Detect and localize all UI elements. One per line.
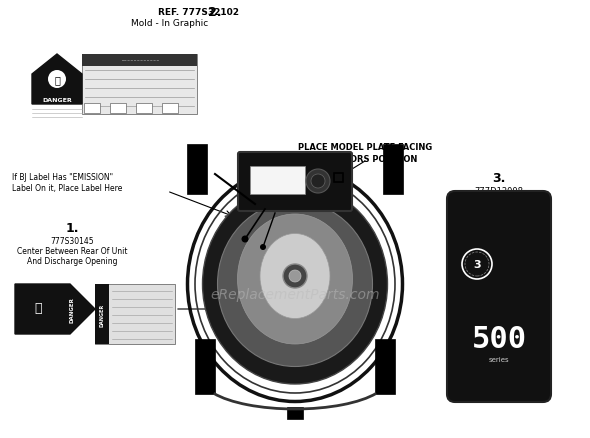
- Bar: [162, 104, 178, 114]
- Circle shape: [283, 265, 307, 288]
- Bar: [95, 284, 175, 344]
- Circle shape: [241, 236, 248, 243]
- Bar: [84, 104, 100, 114]
- Ellipse shape: [260, 234, 330, 319]
- Text: ─ ─ ─ ─ ─ ─ ─ ─ ─ ─ ─ ─: ─ ─ ─ ─ ─ ─ ─ ─ ─ ─ ─ ─: [120, 59, 159, 63]
- Text: DANGER: DANGER: [70, 297, 74, 322]
- Ellipse shape: [238, 215, 352, 344]
- Circle shape: [306, 170, 330, 194]
- Text: 🔥: 🔥: [54, 75, 60, 85]
- Text: 1.: 1.: [65, 221, 78, 234]
- Text: 2.: 2.: [208, 6, 221, 18]
- Text: DANGER: DANGER: [100, 303, 104, 326]
- Text: 3: 3: [473, 259, 481, 269]
- Text: 777S30145: 777S30145: [50, 236, 94, 245]
- Text: ✋: ✋: [34, 302, 42, 315]
- Polygon shape: [32, 55, 82, 105]
- Text: OPERATORS POSITION: OPERATORS POSITION: [313, 154, 417, 163]
- Text: DANGER: DANGER: [42, 97, 72, 102]
- Text: If BJ Label Has "EMISSION": If BJ Label Has "EMISSION": [12, 173, 113, 182]
- Text: 3.: 3.: [492, 171, 506, 184]
- Text: 777D12008: 777D12008: [474, 186, 523, 195]
- Bar: [82, 55, 197, 67]
- Bar: [375, 339, 395, 394]
- FancyBboxPatch shape: [447, 191, 551, 402]
- Text: REF. 777S32102: REF. 777S32102: [158, 7, 239, 17]
- Bar: [334, 173, 343, 183]
- Bar: [187, 145, 207, 194]
- Text: 500: 500: [471, 325, 526, 354]
- Circle shape: [289, 270, 301, 283]
- Bar: [195, 339, 215, 394]
- Text: eReplacementParts.com: eReplacementParts.com: [210, 287, 380, 301]
- Circle shape: [260, 244, 266, 251]
- Bar: [32, 95, 82, 105]
- Circle shape: [311, 175, 325, 189]
- Ellipse shape: [202, 184, 388, 384]
- Bar: [110, 104, 126, 114]
- Ellipse shape: [218, 202, 372, 367]
- Bar: [383, 145, 403, 194]
- Text: And Discharge Opening: And Discharge Opening: [27, 257, 117, 266]
- FancyBboxPatch shape: [238, 153, 352, 212]
- Bar: [95, 284, 109, 344]
- Text: Label On it, Place Label Here: Label On it, Place Label Here: [12, 184, 122, 193]
- Bar: [82, 55, 197, 115]
- Text: Center Between Rear Of Unit: Center Between Rear Of Unit: [17, 247, 127, 256]
- Polygon shape: [15, 284, 95, 334]
- Text: PLACE MODEL PLATE FACING: PLACE MODEL PLATE FACING: [298, 143, 432, 152]
- Ellipse shape: [188, 167, 402, 402]
- Text: series: series: [489, 356, 509, 362]
- Circle shape: [48, 71, 66, 89]
- Bar: [287, 407, 303, 419]
- Bar: [136, 104, 152, 114]
- Text: Mold - In Graphic: Mold - In Graphic: [132, 18, 209, 28]
- Bar: [250, 166, 305, 194]
